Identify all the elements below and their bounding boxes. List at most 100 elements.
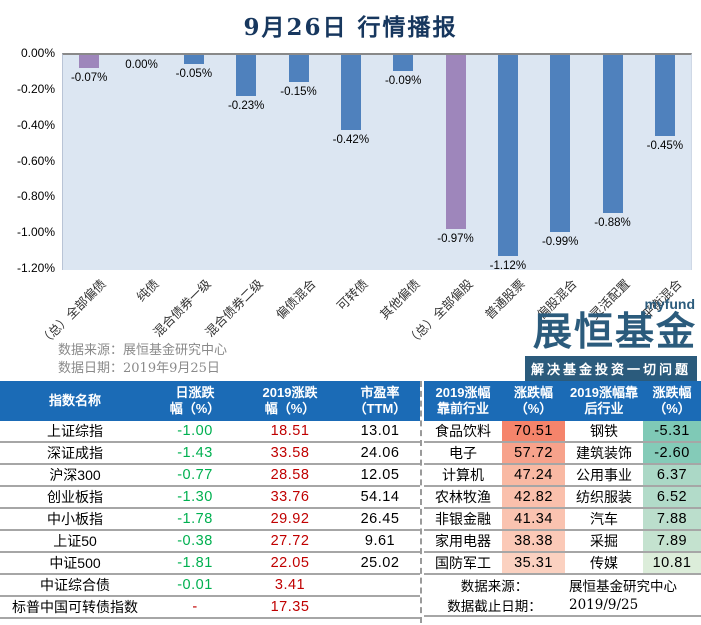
ytd-change-cell: 22.05 <box>240 551 340 574</box>
pe-cell: 9.61 <box>340 529 420 552</box>
brand-name-cn: 展恒基金 <box>532 311 697 354</box>
top-industry-cell: 电子 <box>424 441 502 464</box>
bar-value-label: -1.12% <box>489 260 527 272</box>
pe-cell: 13.01 <box>360 423 400 439</box>
index-name-cell: 上证综指 <box>47 423 103 439</box>
table-row: 深证成指 -1.43 33.58 24.06 <box>0 441 420 464</box>
bar <box>393 55 414 71</box>
column-header: 指数名称 <box>0 381 150 421</box>
column-header: 涨跌幅 （%） <box>502 381 565 421</box>
bar-value-label: -0.05% <box>175 68 213 80</box>
table-row: 国防军工 35.31 传媒 10.81 <box>424 551 701 574</box>
top-industry-value-cell: 70.51 <box>502 421 565 442</box>
index-table-header-row: 指数名称 日涨跌 幅（%） 2019涨跌 幅（%） 市盈率 （TTM） <box>0 381 420 421</box>
chart-source-line: 数据来源：展恒基金研究中心 <box>58 342 227 360</box>
table-divider <box>420 381 422 623</box>
top-industry-value-cell: 57.72 <box>502 441 565 464</box>
top-industry-cell: 农林牧渔 <box>424 485 502 508</box>
brand-slogan: 解决基金投资一切问题 <box>524 356 697 381</box>
bottom-industry-value-cell: 10.81 <box>643 551 701 574</box>
footer-date-row: 数据截止日期： 2019/9/25 <box>424 595 701 617</box>
top-industry-cell: 家用电器 <box>424 529 502 552</box>
bar-value-label: -0.23% <box>227 100 265 112</box>
bar <box>340 55 361 130</box>
bottom-industry-cell: 采掘 <box>565 529 643 552</box>
index-table-body: 上证综指 -1.00 18.51 13.01 深证成指 -1.43 33.58 24.06 沪深… <box>0 421 420 619</box>
table-row: 上证50 -0.38 27.72 9.61 <box>0 529 420 552</box>
category-label: （总）全部偏股 <box>402 276 476 349</box>
table-row: 非银金融 41.34 汽车 7.88 <box>424 507 701 530</box>
bar-value-label: -0.45% <box>646 140 684 152</box>
table-row: 中证500 -1.81 22.05 25.02 <box>0 551 420 574</box>
y-tick-label: -0.40% <box>16 117 55 132</box>
bottom-industry-cell: 纺织服装 <box>565 485 643 508</box>
bar <box>602 55 623 213</box>
bottom-industry-cell: 汽车 <box>565 507 643 530</box>
brand-name-en: myfund <box>644 296 695 312</box>
bottom-industry-value-cell: 7.89 <box>643 529 701 552</box>
y-tick-label: -1.20% <box>16 261 55 275</box>
table-row: 中证综合债 -0.01 3.41 <box>0 573 420 596</box>
ytd-change-cell: 29.92 <box>240 507 340 530</box>
ytd-change-cell: 3.41 <box>240 573 340 596</box>
index-name-cell: 中小板指 <box>0 507 150 530</box>
top-industry-cell: 非银金融 <box>424 507 502 530</box>
bar <box>236 55 257 96</box>
ytd-change-cell: 33.58 <box>240 441 340 464</box>
table-row: 电子 57.72 建筑装饰 -2.60 <box>424 441 701 464</box>
index-name-cell: 创业板指 <box>0 485 150 508</box>
pe-cell <box>340 573 420 596</box>
ytd-change-cell: 18.51 <box>270 423 310 439</box>
bar-value-label: -0.99% <box>541 236 579 248</box>
top-industry-cell: 国防军工 <box>424 551 502 574</box>
bar-value-label: -0.07% <box>70 72 108 84</box>
industry-table-header-row: 2019涨幅 靠前行业 涨跌幅 （%） 2019涨幅靠 后行业 涨跌幅 （%） <box>424 381 701 421</box>
top-industry-value-cell: 47.24 <box>502 463 565 486</box>
table-row: 计算机 47.24 公用事业 6.37 <box>424 463 701 486</box>
footer-source-label: 数据来源： <box>424 573 565 595</box>
bottom-industry-cell: 钢铁 <box>590 423 618 439</box>
category-label: 可转债 <box>333 276 371 314</box>
page-title: 9月26日 行情播报 <box>243 14 458 41</box>
pe-cell <box>340 595 420 619</box>
table-row: 创业板指 -1.30 33.76 54.14 <box>0 485 420 508</box>
index-name-cell: 中证综合债 <box>0 573 150 596</box>
bar-value-label: -0.88% <box>594 217 631 229</box>
bar-value-label: -0.09% <box>384 75 422 87</box>
footer-source-value: 展恒基金研究中心 <box>565 573 701 595</box>
category-label: 其他偏债 <box>376 276 423 323</box>
table-row: 标普中国可转债指数 -17.35 <box>0 595 420 619</box>
bar-value-label: 0.00% <box>125 59 158 71</box>
bar <box>183 55 204 64</box>
bottom-industry-value-cell: 7.88 <box>643 507 701 530</box>
table-row: 上证综指 -1.00 18.51 13.01 <box>0 421 420 442</box>
top-industry-cell: 计算机 <box>424 463 502 486</box>
index-name-cell: 标普中国可转债指数 <box>0 595 150 619</box>
chart-source-note: 数据来源：展恒基金研究中心 数据日期：2019年9月25日 <box>58 342 227 378</box>
y-tick-label: -0.20% <box>16 81 55 96</box>
bar <box>654 55 675 136</box>
bar <box>288 55 309 82</box>
daily-change-cell: -1.43 <box>150 441 240 464</box>
bottom-industry-value-cell: 6.52 <box>643 485 701 508</box>
daily-change-cell: -0.77 <box>150 463 240 486</box>
bottom-industry-cell: 传媒 <box>565 551 643 574</box>
table-row: 农林牧渔 42.82 纺织服装 6.52 <box>424 485 701 508</box>
daily-change-cell: -1.30 <box>150 485 240 508</box>
bar-value-label: -0.15% <box>280 86 317 98</box>
column-header: 2019涨幅 靠前行业 <box>424 381 502 421</box>
chart-date-line: 数据日期：2019年9月25日 <box>58 360 227 378</box>
bottom-industry-value-cell: -2.60 <box>643 441 701 464</box>
column-header: 2019涨跌 幅（%） <box>240 381 340 421</box>
column-header: 2019涨幅靠 后行业 <box>565 381 643 421</box>
bar-value-label: -0.97% <box>437 233 474 245</box>
footer-date-value: 2019/9/25 <box>565 595 701 617</box>
bottom-industry-cell: 公用事业 <box>565 463 643 486</box>
bar <box>445 55 466 229</box>
pe-cell: 25.02 <box>340 551 420 574</box>
footer-date-label: 数据截止日期： <box>424 595 565 617</box>
daily-change-cell: -0.38 <box>150 529 240 552</box>
plot-area: -0.07% 0.00% -0.05% -0.23% -0.15% -0.42% -0.09… <box>62 53 692 272</box>
ytd-change-cell: 27.72 <box>240 529 340 552</box>
